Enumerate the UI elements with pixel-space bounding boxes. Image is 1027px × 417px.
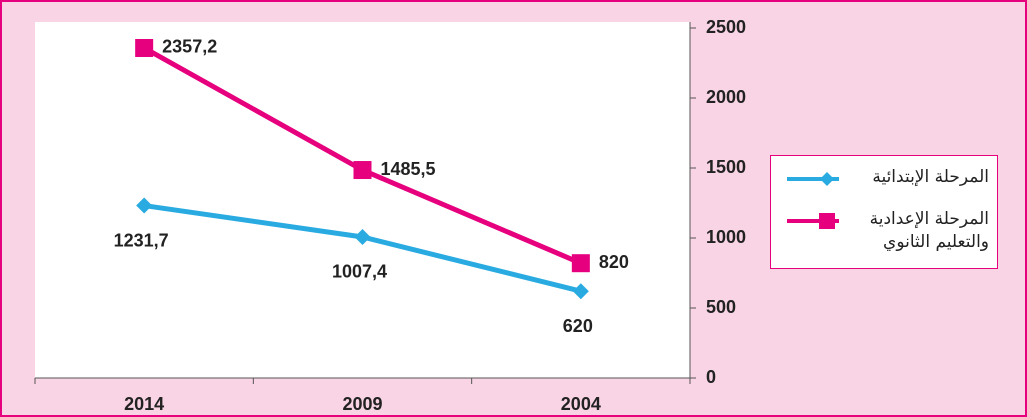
data-label: 2357,2 [162,37,217,57]
marker [354,228,371,245]
data-label: 820 [599,252,629,272]
y-tick-label: 2500 [706,17,746,37]
marker [135,38,154,57]
y-tick-label: 2000 [706,87,746,107]
data-label: 1485,5 [381,159,436,179]
legend-swatch [787,213,839,229]
data-label: 1231,7 [114,230,169,250]
legend: المرحلة الإبتدائية المرحلة الإعدادية والت… [770,155,998,269]
marker [136,197,153,214]
y-tick-label: 1000 [706,227,746,247]
y-tick-label: 1500 [706,157,746,177]
y-tick-label: 0 [706,367,716,387]
marker [819,213,835,229]
y-tick-label: 500 [706,297,736,317]
legend-label: المرحلة الإعدادية والتعليم الثانوي [869,209,989,252]
marker [571,254,590,273]
x-tick-label: 2009 [342,394,382,414]
x-tick-label: 2014 [124,394,164,414]
x-tick-label: 2004 [561,394,601,414]
marker [353,161,372,180]
legend-label: المرحلة الإبتدائية [872,167,989,187]
data-label: 1007,4 [332,262,387,282]
marker [820,172,834,186]
marker [572,283,589,300]
data-label: 620 [563,316,593,336]
legend-swatch [787,172,839,186]
